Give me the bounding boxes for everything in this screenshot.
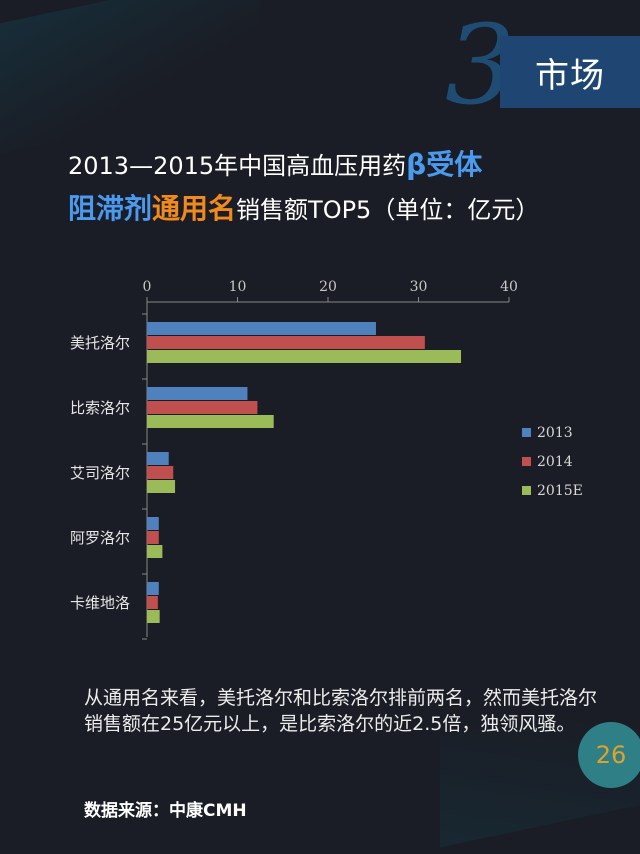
bar-2013-1 xyxy=(147,387,248,400)
chart-title-line2: 阻滞剂通用名销售额TOP5（单位：亿元） xyxy=(68,190,539,229)
data-source: 数据来源：中康CMH xyxy=(84,801,247,821)
x-tick-label: 10 xyxy=(229,279,247,295)
legend-label-2013: 2013 xyxy=(537,425,573,441)
section-label: 市场 xyxy=(500,36,640,108)
x-tick-label: 0 xyxy=(143,279,152,295)
bar-2013-3 xyxy=(147,517,159,530)
bar-2015E-1 xyxy=(147,415,274,428)
x-tick-label: 30 xyxy=(410,279,428,295)
legend-swatch-2013 xyxy=(522,428,531,437)
x-tick-label: 40 xyxy=(500,279,518,295)
title-text-beta: β受体 xyxy=(406,148,483,181)
category-label: 美托洛尔 xyxy=(70,334,130,352)
title-text-blocker: 阻滞剂 xyxy=(68,192,153,225)
description-text: 从通用名来看，美托洛尔和比索洛尔排前两名，然而美托洛尔销售额在25亿元以上，是比… xyxy=(84,687,598,735)
bar-2014-3 xyxy=(147,531,159,544)
bar-2014-0 xyxy=(147,336,425,349)
title-text-a: 2013—2015年中国高血压用药 xyxy=(68,152,407,180)
legend-swatch-2015E xyxy=(522,486,531,495)
title-text-generic-name: 通用名 xyxy=(152,192,237,225)
background-accent xyxy=(0,0,260,162)
legend-label-2014: 2014 xyxy=(537,454,573,470)
bar-2015E-0 xyxy=(147,350,462,363)
bar-2014-4 xyxy=(147,596,158,609)
bar-2015E-3 xyxy=(147,545,163,558)
chart-title-line1: 2013—2015年中国高血压用药β受体 xyxy=(68,148,482,183)
category-label: 艾司洛尔 xyxy=(70,464,130,482)
category-label: 阿罗洛尔 xyxy=(70,529,130,547)
bar-2014-1 xyxy=(147,401,258,414)
category-label: 卡维地洛 xyxy=(70,594,130,612)
title-text-unit: 销售额TOP5（单位：亿元） xyxy=(236,196,540,224)
bar-2013-0 xyxy=(147,322,376,335)
page-number-badge: 26 xyxy=(578,722,640,788)
bar-2013-2 xyxy=(147,452,169,465)
legend-label-2015E: 2015E xyxy=(537,483,583,499)
bar-2015E-2 xyxy=(147,480,176,493)
bar-2013-4 xyxy=(147,582,159,595)
legend-swatch-2014 xyxy=(522,457,531,466)
bar-2015E-4 xyxy=(147,610,160,623)
category-label: 比索洛尔 xyxy=(70,399,130,417)
bar-2014-2 xyxy=(147,466,174,479)
x-tick-label: 20 xyxy=(319,279,337,295)
